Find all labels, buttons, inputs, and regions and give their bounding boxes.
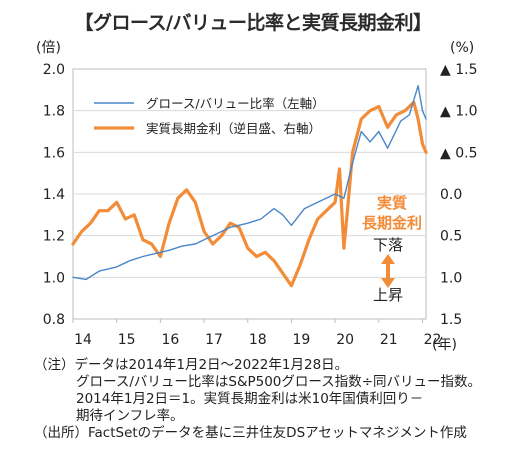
real-rate-annotation: 実質	[377, 194, 407, 212]
chart-title: 【グロース/バリュー比率と実質長期金利】	[74, 12, 433, 34]
up-label: 上昇	[373, 286, 403, 304]
left-tick-label: 0.8	[43, 312, 65, 328]
left-axis-unit: (倍)	[36, 40, 61, 56]
direction-arrow-up-head	[381, 254, 395, 264]
left-tick-label: 1.4	[43, 187, 65, 203]
growth-value-line	[72, 84, 427, 281]
right-axis-unit: (%)	[450, 40, 474, 56]
legend-label-growth-value: グロース/バリュー比率（左軸）	[146, 96, 325, 111]
right-tick-label: 1.0	[440, 270, 462, 286]
left-tick-label: 2.0	[43, 62, 65, 78]
x-tick-label: 15	[118, 332, 136, 348]
legend-label-real-rate: 実質長期金利（逆目盛、右軸）	[146, 121, 321, 136]
x-tick-label: 19	[293, 332, 311, 348]
note-line: 期待インフレ率。	[76, 408, 184, 424]
real-rate-annotation: 長期金利	[362, 214, 422, 232]
right-tick-label: 0.0	[440, 187, 462, 203]
down-label: 下落	[373, 236, 403, 254]
left-tick-label: 1.8	[43, 104, 65, 120]
x-tick-label: 18	[249, 332, 267, 348]
right-tick-label: 0.5	[440, 229, 462, 245]
real-rate-line	[71, 100, 428, 288]
direction-arrow-down-head	[381, 278, 395, 288]
left-tick-label: 1.6	[43, 145, 65, 161]
x-tick-label: 21	[380, 332, 398, 348]
note-line: 2014年1月2日＝1。実質長期金利は米10年国債利回り－	[76, 391, 424, 407]
notes-block: （注）データは2014年1月2日～2022年1月28日。 グロース/バリュー比率…	[34, 357, 481, 442]
x-axis-unit: (年)	[432, 337, 457, 353]
right-tick-label: ▲ 0.5	[440, 145, 477, 161]
right-tick-label: 1.5	[440, 312, 462, 328]
left-tick-label: 1.2	[43, 229, 65, 245]
note-line: （注）データは2014年1月2日～2022年1月28日。	[34, 357, 349, 373]
note-line: グロース/バリュー比率はS&P500グロース指数÷同バリュー指数。	[76, 374, 482, 390]
x-tick-label: 16	[161, 332, 179, 348]
x-tick-label: 20	[336, 332, 354, 348]
x-tick-label: 14	[74, 332, 92, 348]
right-tick-label: ▲ 1.5	[440, 62, 477, 78]
x-tick-label: 22	[424, 332, 442, 348]
left-tick-label: 1.0	[43, 270, 65, 286]
x-tick-label: 17	[205, 332, 223, 348]
right-tick-label: ▲ 1.0	[440, 104, 477, 120]
note-line: （出所）FactSetのデータを基に三井住友DSアセットマネジメント作成	[34, 425, 467, 441]
